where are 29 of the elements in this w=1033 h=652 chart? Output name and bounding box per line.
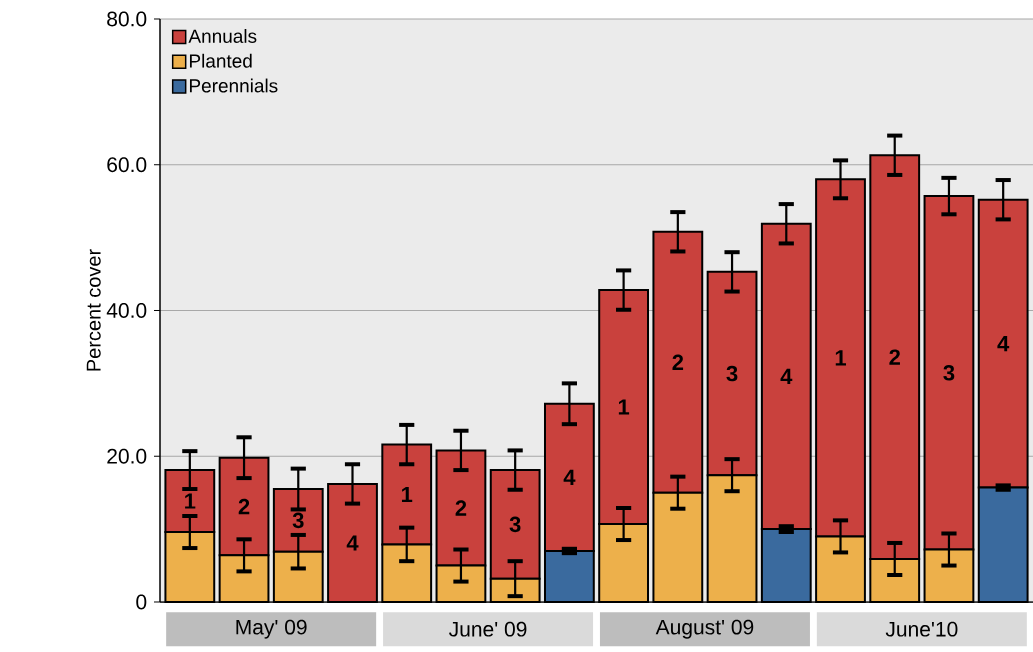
x-tick-label: 2 (672, 354, 684, 370)
text: June' 09 (449, 621, 527, 637)
y-tick-label: 0 (136, 594, 147, 610)
x-tick-label: 4 (780, 368, 793, 385)
y-tick-label: 80.0 (107, 11, 147, 27)
x-tick-label: 2 (455, 500, 467, 516)
x-tick-label: 3 (509, 516, 521, 533)
x-tick-label: 3 (726, 365, 738, 382)
y-tick-label: 60.0 (107, 157, 147, 173)
x-tick-label: 1 (835, 350, 847, 366)
x-tick-label: 2 (889, 349, 900, 365)
x-tick-label: 3 (943, 364, 955, 381)
x-tick-label: 2 (238, 498, 250, 515)
x-tick-label: 4 (997, 336, 1010, 352)
x-tick-label: 3 (292, 512, 304, 529)
x-tick-label: 4 (346, 535, 359, 551)
x-tick-label: 1 (618, 399, 630, 415)
x-tick-label: 1 (401, 486, 413, 503)
y-tick-label: 40.0 (106, 303, 147, 318)
legend-label: Annuals (188, 29, 257, 43)
text: August' 09 (655, 619, 754, 639)
text: May' 09 (236, 619, 307, 639)
x-tick-label: 4 (563, 469, 576, 485)
x-tick-label: 1 (185, 493, 196, 509)
y-tick-label: 20.0 (107, 448, 147, 464)
legend-label: Planted (189, 53, 252, 68)
legend-label: Perennials (189, 78, 278, 93)
text: June'10 (885, 621, 958, 637)
y-axis-title: Percent cover (86, 249, 101, 371)
